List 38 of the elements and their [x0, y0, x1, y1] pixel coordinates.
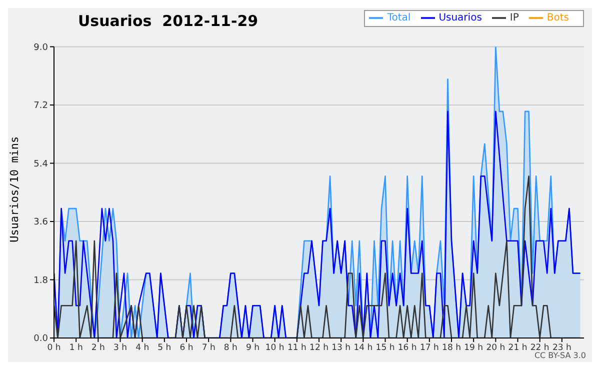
y-tick-label: 0.0: [34, 334, 48, 344]
x-tick-label: 23 h: [552, 343, 572, 354]
x-tick-label: 20 h: [486, 343, 506, 354]
x-tick-label: 12 h: [310, 343, 328, 354]
legend-label: IP: [510, 12, 519, 24]
x-tick-label: 11 h: [287, 343, 306, 354]
legend-label: Usuarios: [438, 12, 482, 24]
x-tick-label: 17 h: [420, 343, 439, 354]
legend-label: Bots: [546, 12, 569, 24]
legend-label: Total: [387, 12, 411, 24]
x-tick-label: 3 h: [114, 343, 127, 354]
y-tick-label: 5.4: [34, 159, 48, 170]
x-tick-label: 9 h: [246, 343, 260, 354]
x-tick-label: 15 h: [376, 343, 395, 354]
x-tick-label: 21 h: [508, 343, 528, 354]
line-series: [54, 110, 581, 338]
x-tick-label: 6 h: [180, 343, 194, 354]
x-tick-label: 22 h: [530, 343, 550, 354]
x-tick-label: 18 h: [442, 343, 461, 354]
x-tick-label: 19 h: [464, 343, 484, 354]
y-tick-label: 1.8: [34, 276, 48, 286]
chart-title: Usuarios 2012-11-29: [78, 12, 258, 30]
text: CC BY-SA 3.0: [534, 351, 586, 360]
y-tick-label: 7.2: [34, 101, 48, 112]
y-axis-title: Usuarios/10 mins: [8, 136, 21, 242]
x-tick-label: 7 h: [202, 343, 216, 354]
y-tick-label: 3.6: [34, 218, 48, 228]
x-tick-label: 13 h: [332, 343, 351, 354]
x-tick-label: 10 h: [265, 343, 284, 354]
y-tick-label: 9.0: [34, 42, 48, 53]
x-tick-label: 5 h: [158, 343, 172, 354]
x-tick-label: 16 h: [398, 343, 417, 354]
x-tick-label: 2 h: [91, 343, 105, 354]
x-tick-label: 4 h: [136, 343, 150, 354]
x-tick-label: 8 h: [224, 343, 238, 354]
x-tick-label: 14 h: [354, 343, 373, 354]
x-tick-label: 0 h: [47, 343, 61, 354]
x-tick-label: 1 h: [69, 343, 83, 354]
